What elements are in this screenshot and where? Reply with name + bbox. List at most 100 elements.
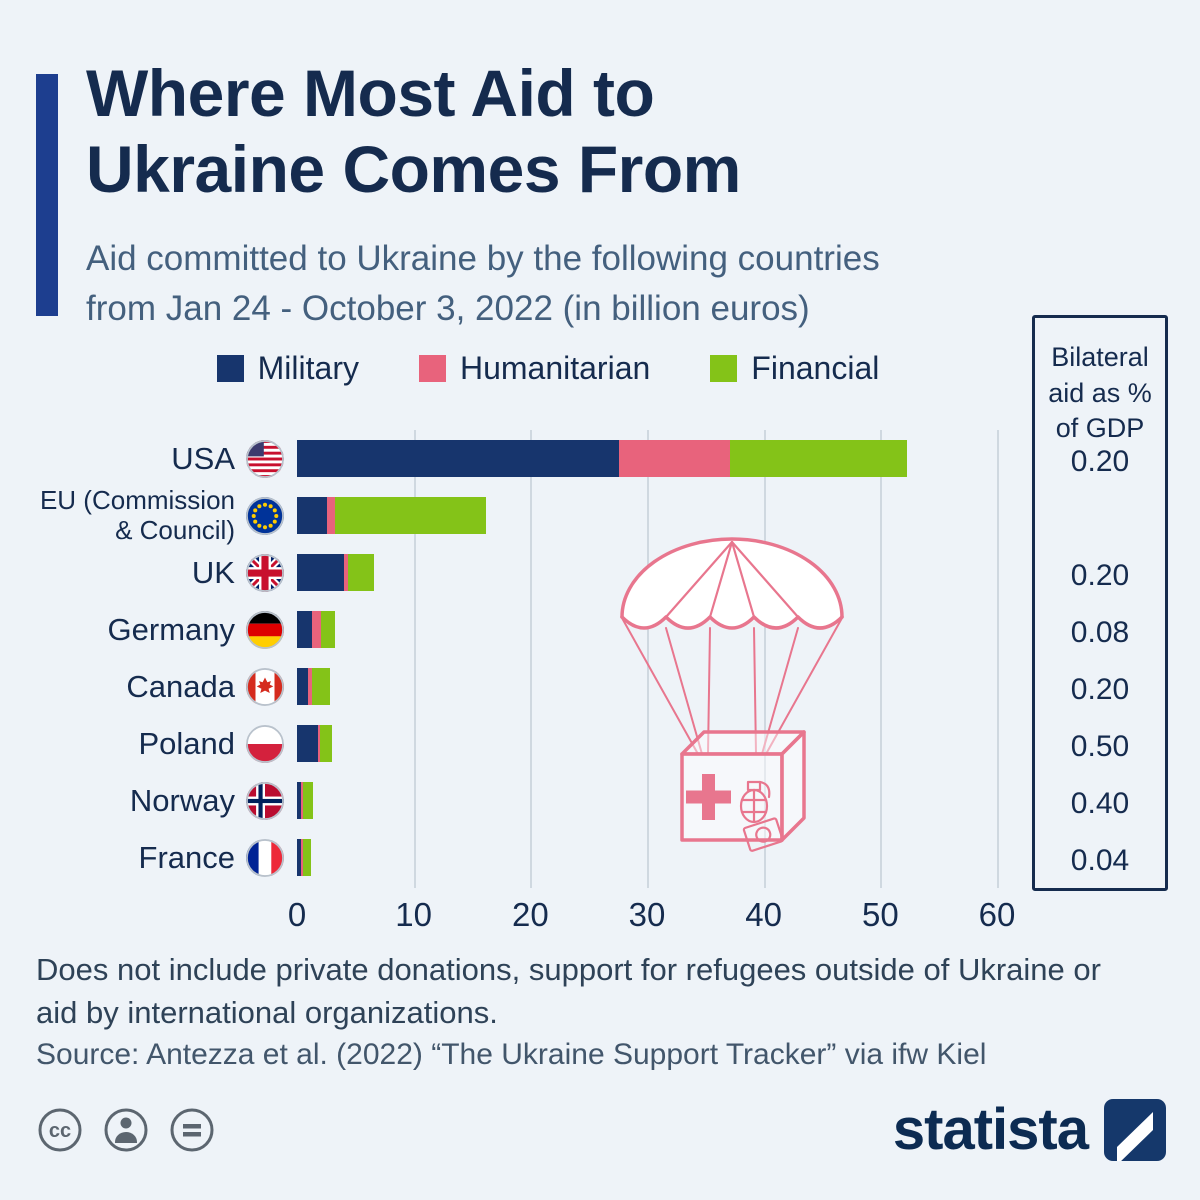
financial-swatch-icon xyxy=(710,355,738,382)
chart-row: Norway xyxy=(0,772,1010,829)
gdp-value: 0.04 xyxy=(1070,843,1130,877)
chart-row: Germany xyxy=(0,601,1010,658)
statista-wordmark: statista xyxy=(892,1097,1089,1162)
financial-bar-segment xyxy=(320,725,332,762)
page-subtitle: Aid committed to Ukraine by the followin… xyxy=(86,239,880,328)
bar-track xyxy=(297,782,997,819)
legend-item-financial: Financial xyxy=(710,350,879,387)
x-axis-tick-label: 40 xyxy=(745,896,783,933)
military-bar-segment xyxy=(297,554,344,591)
canada-flag-icon xyxy=(245,667,285,707)
bar-track xyxy=(297,668,997,705)
financial-bar-segment xyxy=(312,668,330,705)
svg-text:cc: cc xyxy=(49,1120,71,1142)
bar-track xyxy=(297,611,997,648)
x-axis-tick-label: 20 xyxy=(511,896,549,933)
military-bar-segment xyxy=(297,725,318,762)
humanitarian-bar-segment xyxy=(307,668,313,705)
chart-legend: Military Humanitarian Financial xyxy=(86,350,1010,387)
humanitarian-bar-segment xyxy=(318,725,321,762)
x-axis-tick-label: 0 xyxy=(287,896,307,933)
country-label: USA xyxy=(171,440,235,476)
legend-item-military: Military xyxy=(216,350,359,387)
chart-row: USA xyxy=(0,430,1010,487)
chart-row: UK xyxy=(0,544,1010,601)
license-icons: cc xyxy=(36,1106,216,1154)
gdp-value: 0.20 xyxy=(1070,558,1130,592)
cc-icon: cc xyxy=(38,1108,82,1152)
poland-flag-icon xyxy=(245,724,285,764)
legend-item-humanitarian: Humanitarian xyxy=(418,350,651,387)
financial-bar-segment xyxy=(321,611,336,648)
bar-track xyxy=(297,554,997,591)
uk-flag-icon xyxy=(245,553,285,593)
legend-label-humanitarian: Humanitarian xyxy=(459,350,651,386)
country-label: France xyxy=(138,839,235,875)
financial-bar-segment xyxy=(302,782,314,819)
chart-row: France xyxy=(0,829,1010,886)
germany-flag-icon xyxy=(245,610,285,650)
usa-flag-icon xyxy=(245,439,285,479)
humanitarian-bar-segment xyxy=(300,839,303,876)
bar-track xyxy=(297,497,997,534)
financial-bar-segment xyxy=(348,554,374,591)
gridline xyxy=(413,430,416,888)
x-axis-tick-label: 60 xyxy=(978,896,1016,933)
chart-rows: USA EU (Commission & Council) UK Germany Can… xyxy=(0,430,1010,886)
chart-row: Poland xyxy=(0,715,1010,772)
gdp-value: 0.40 xyxy=(1070,786,1130,820)
source-line: Source: Antezza et al. (2022) “The Ukrai… xyxy=(36,1038,987,1071)
gridline xyxy=(880,430,883,888)
financial-bar-segment xyxy=(729,440,908,477)
humanitarian-bar-segment xyxy=(327,497,336,534)
x-axis-tick-label: 50 xyxy=(861,896,899,933)
country-label: EU (Commission & Council) xyxy=(39,484,235,545)
equals-icon xyxy=(170,1108,214,1152)
title-accent-bar xyxy=(36,74,58,316)
humanitarian-swatch-icon xyxy=(418,355,446,382)
france-flag-icon xyxy=(245,838,285,878)
gridline xyxy=(997,430,999,888)
legend-label-financial: Financial xyxy=(751,350,880,386)
chart-row: Canada xyxy=(0,658,1010,715)
military-bar-segment xyxy=(297,668,308,705)
gdp-value: 0.20 xyxy=(1070,672,1130,706)
attribution-person-icon xyxy=(104,1108,148,1152)
military-bar-segment xyxy=(297,440,619,477)
financial-bar-segment xyxy=(302,839,311,876)
country-label: Poland xyxy=(138,725,235,761)
military-bar-segment xyxy=(297,497,328,534)
financial-bar-segment xyxy=(335,497,486,534)
gdp-value: 0.50 xyxy=(1070,729,1130,763)
gdp-value: 0.20 xyxy=(1070,444,1130,478)
chart-row: EU (Commission & Council) xyxy=(0,484,1010,545)
legend-label-military: Military xyxy=(257,350,359,386)
country-label: Norway xyxy=(129,782,235,818)
bar-chart: USA EU (Commission & Council) UK Germany Can… xyxy=(0,430,1015,960)
x-axis-tick-label: 30 xyxy=(628,896,666,933)
gdp-panel-title: Bilateral aid as % of GDP xyxy=(1048,342,1152,444)
humanitarian-bar-segment xyxy=(300,782,303,819)
military-bar-segment xyxy=(297,611,313,648)
bar-track xyxy=(297,440,997,477)
military-swatch-icon xyxy=(216,355,244,382)
humanitarian-bar-segment xyxy=(619,440,730,477)
military-bar-segment xyxy=(297,839,301,876)
norway-flag-icon xyxy=(245,781,285,821)
gdp-panel: Bilateral aid as % of GDP 0.20 0.20 0.08 0.… xyxy=(1032,315,1168,891)
bar-track xyxy=(297,725,997,762)
x-axis-tick-label: 10 xyxy=(395,896,433,933)
country-label: UK xyxy=(191,554,235,590)
statista-logo: statista xyxy=(893,1096,1166,1163)
humanitarian-bar-segment xyxy=(312,611,322,648)
gridline xyxy=(530,430,533,888)
gdp-value: 0.08 xyxy=(1070,615,1130,649)
country-label: Canada xyxy=(126,668,235,704)
footnote: Does not include private donations, supp… xyxy=(36,952,1101,1031)
page-title: Where Most Aid to Ukraine Comes From xyxy=(86,56,741,206)
eu-flag-icon xyxy=(245,496,285,536)
humanitarian-bar-segment xyxy=(343,554,349,591)
military-bar-segment xyxy=(297,782,301,819)
country-label: Germany xyxy=(107,611,235,647)
